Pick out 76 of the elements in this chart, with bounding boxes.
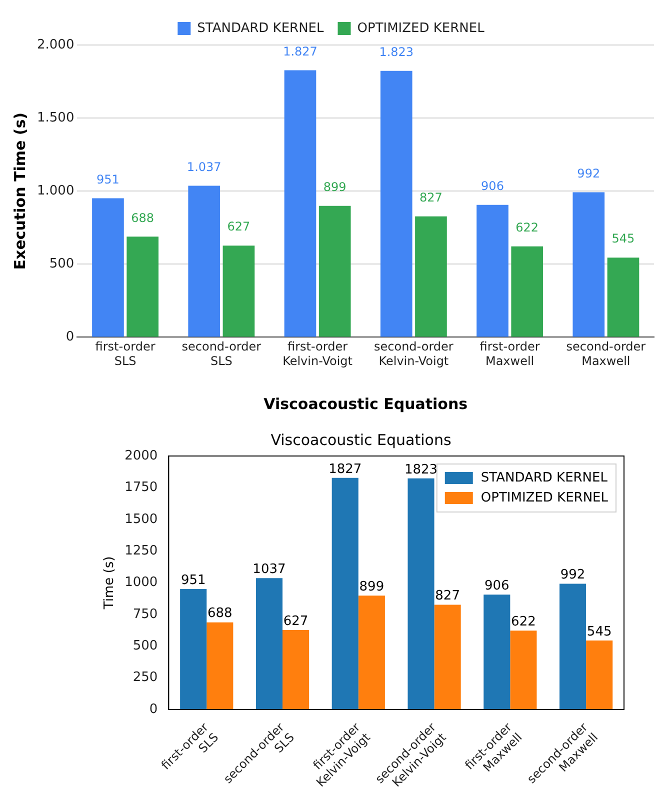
data-label: 622 (511, 614, 536, 630)
x-tick-label: second-order SLS (182, 340, 262, 368)
bar (256, 578, 283, 710)
bar (180, 588, 207, 710)
y-tick-label: 1750 (124, 480, 158, 496)
bar (572, 192, 605, 337)
y-axis-title: Execution Time (s) (10, 112, 29, 270)
chart-title: Viscoacoustic Equations (270, 430, 452, 449)
y-tick-label: 1.500 (37, 110, 74, 126)
data-label: 627 (227, 220, 250, 234)
data-label: 627 (283, 614, 308, 629)
bar (380, 70, 412, 337)
y-tick-label: 1250 (124, 543, 158, 558)
x-axis-title: Viscoacoustic Equations (264, 394, 468, 413)
bar (476, 204, 508, 337)
legend-label: STANDARD KERNEL (197, 20, 325, 36)
y-tick-label: 750 (132, 606, 158, 622)
y-tick-label: 0 (149, 702, 158, 717)
data-label: 1823 (404, 462, 438, 478)
y-tick-label: 2000 (124, 448, 158, 464)
bar (484, 594, 510, 710)
bar (332, 478, 358, 710)
y-tick-label: 1000 (124, 575, 158, 590)
bar (358, 596, 385, 710)
data-label: 827 (435, 588, 460, 604)
legend-label: STANDARD KERNEL (480, 470, 608, 486)
y-tick-label: 0 (66, 330, 74, 345)
data-label: 992 (560, 568, 586, 583)
data-label: 688 (131, 210, 154, 225)
data-label: 1.823 (379, 44, 414, 59)
data-label: 951 (180, 572, 206, 588)
data-label: 622 (516, 220, 539, 234)
y-tick-label: 2.000 (37, 37, 74, 52)
bar (206, 622, 234, 710)
data-label: 688 (207, 606, 232, 622)
x-tick-label: first-order Maxwell (480, 340, 540, 368)
data-label: 1.037 (186, 160, 222, 174)
data-label: 951 (96, 172, 120, 186)
data-label: 1037 (252, 562, 286, 577)
bar (586, 640, 613, 710)
data-label: 545 (612, 232, 635, 246)
x-tick-label: first-order Kelvin-Voigt (282, 340, 353, 368)
bar (282, 630, 310, 710)
data-label: 906 (481, 178, 504, 193)
data-label: 992 (577, 166, 600, 180)
bar (408, 478, 434, 710)
data-label: 1.827 (283, 44, 318, 58)
legend-label: OPTIMIZED KERNEL (480, 490, 609, 506)
bar (284, 70, 316, 337)
legend-label: OPTIMIZED KERNEL (357, 20, 486, 36)
bar (415, 216, 447, 337)
bar (607, 258, 640, 337)
bar (92, 198, 124, 337)
bar (222, 246, 255, 337)
bar (510, 630, 537, 710)
data-label: 899 (323, 180, 346, 194)
bar (434, 604, 461, 710)
bar (511, 246, 544, 337)
data-label: 827 (420, 190, 442, 204)
data-label: 545 (586, 624, 612, 640)
data-label: 906 (484, 578, 510, 594)
x-tick-label: second-order Kelvin-Voigt (374, 340, 454, 368)
y-tick-label: 500 (132, 638, 158, 654)
x-tick-label: second-order Maxwell (566, 340, 646, 368)
bar (126, 236, 159, 337)
y-tick-label: 500 (49, 256, 74, 272)
bar (559, 584, 586, 710)
bar (188, 186, 220, 337)
y-tick-label: 1500 (124, 512, 158, 527)
data-label: 1827 (328, 462, 362, 477)
y-axis-title: Time (s) (102, 556, 118, 610)
data-label: 899 (359, 579, 384, 594)
y-tick-label: 250 (132, 670, 158, 686)
x-tick-label: first-order SLS (95, 340, 156, 368)
bar (318, 206, 351, 337)
y-tick-label: 1.000 (37, 183, 74, 198)
